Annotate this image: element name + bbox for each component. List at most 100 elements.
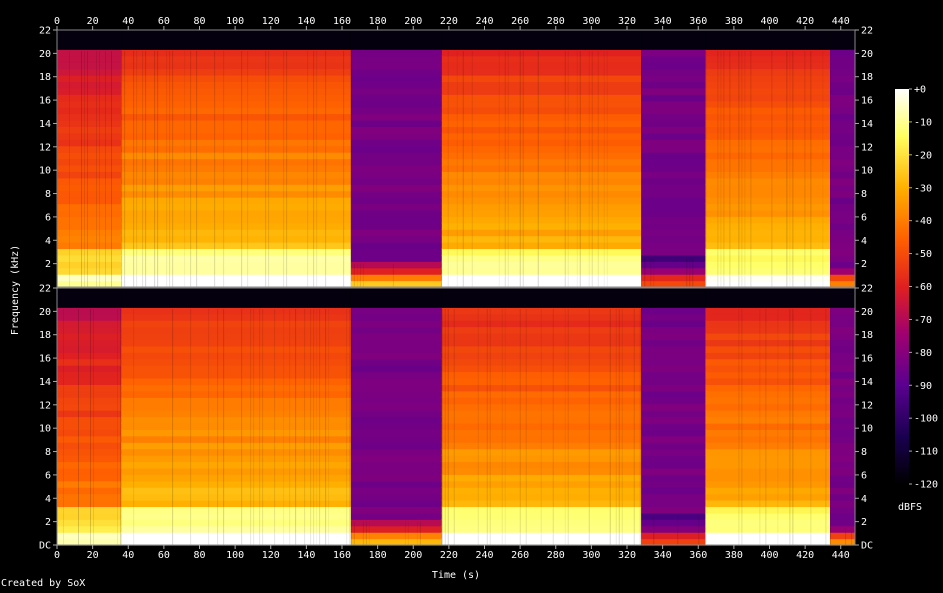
segment-1 [57,30,122,288]
x-tick: 240 240 [475,16,493,561]
y-tick-label-left: 20 [39,307,51,318]
x-tick-label-top: 100 [226,16,244,27]
x-tick-label-bottom: 200 [404,550,422,561]
x-tick-label-bottom: 440 [832,550,850,561]
x-tick-label-top: 40 [122,16,134,27]
x-tick: 300 300 [582,16,600,561]
x-tick-label-bottom: 220 [440,550,458,561]
x-tick: 160 160 [333,16,351,561]
y-tick-label-right: 10 [861,424,873,435]
x-tick-label-bottom: 320 [618,550,636,561]
y-tick: DC DC [39,541,873,552]
segment-6 [705,288,831,546]
y-tick-label-left: 2 [45,259,51,270]
y-tick: 18 18 [39,330,873,341]
x-tick-label-top: 220 [440,16,458,27]
x-tick: 220 220 [440,16,458,561]
x-tick: 80 80 [193,16,205,561]
y-tick-label-left: 6 [45,212,51,223]
y-tick-label-right: 6 [861,212,867,223]
segment-4 [441,288,642,546]
colorbar-label: dBFS [898,502,922,513]
y-tick-label-right: 22 [861,26,873,37]
y-tick-label-left: 2 [45,517,51,528]
y-tick-label-left: 10 [39,166,51,177]
y-tick-label-right: 14 [861,377,873,388]
x-tick: 260 260 [511,16,529,561]
x-tick-label-top: 320 [618,16,636,27]
colorbar-tick-label: -50 [914,249,932,260]
segment-7 [830,288,855,546]
x-tick: 120 120 [262,16,280,561]
y-tick-label-right: 2 [861,517,867,528]
x-tick-label-top: 260 [511,16,529,27]
y-tick-label-right: 20 [861,49,873,60]
x-tick: 180 180 [369,16,387,561]
x-tick: 00 [54,16,60,561]
colorbar-tick-label: -40 [914,216,932,227]
x-tick-label-top: 200 [404,16,422,27]
x-tick: 360 360 [689,16,707,561]
x-tick-label-top: 400 [760,16,778,27]
x-tick: 100 100 [226,16,244,561]
y-tick-label-right: 20 [861,307,873,318]
footer-credit: Created by SoX [1,578,86,589]
x-tick-label-bottom: 360 [689,550,707,561]
y-tick: 14 14 [39,377,873,388]
y-tick: 16 16 [39,96,873,107]
x-tick: 400 400 [760,16,778,561]
y-tick-label-right: DC [861,541,873,552]
colorbar [895,89,909,484]
channel-1-panel [56,29,856,288]
x-tick-label-bottom: 20 [87,550,99,561]
y-tick-label-right: 18 [861,72,873,83]
y-tick-label-right: 10 [861,166,873,177]
y-tick: 16 16 [39,354,873,365]
x-tick-label-top: 420 [796,16,814,27]
y-tick-label-right: 12 [861,400,873,411]
x-tick-label-bottom: 280 [547,550,565,561]
segment-3 [350,288,442,546]
y-tick-label-left: 14 [39,377,51,388]
y-tick-label-left: 16 [39,96,51,107]
y-axis-label: Frequency (kHz) [10,245,21,335]
segment-5 [641,288,706,546]
x-tick-label-bottom: 260 [511,550,529,561]
y-tick: 14 14 [39,119,873,130]
colorbar-tick-label: -30 [914,183,932,194]
colorbar-tick-label: -60 [914,282,932,293]
y-tick-label-left: 4 [45,236,51,247]
x-tick-label-bottom: 180 [369,550,387,561]
y-tick: 18 18 [39,72,873,83]
segment-7 [830,30,855,288]
y-tick-label-left: 6 [45,470,51,481]
y-tick-label-right: 18 [861,330,873,341]
panel-frame [56,287,856,546]
x-tick-label-top: 300 [582,16,600,27]
segment-4 [441,30,642,288]
x-tick-label-bottom: 120 [262,550,280,561]
x-tick: 420 420 [796,16,814,561]
colorbar-tick-label: -100 [914,414,938,425]
x-tick-label-top: 20 [87,16,99,27]
y-tick-label-left: 22 [39,26,51,37]
y-tick-label-left: 12 [39,400,51,411]
segment-5 [641,30,706,288]
segment-6 [705,30,831,288]
x-tick-label-top: 440 [832,16,850,27]
y-tick-label-right: 22 [861,284,873,295]
x-tick-label-top: 80 [193,16,205,27]
x-tick-label-bottom: 80 [193,550,205,561]
x-axis-label: Time (s) [432,570,480,581]
colorbar-tick-label: -90 [914,381,932,392]
y-tick-label-left: 16 [39,354,51,365]
x-tick-label-top: 140 [297,16,315,27]
colorbar-tick-label: -20 [914,150,932,161]
colorbar-tick-label: -10 [914,117,932,128]
